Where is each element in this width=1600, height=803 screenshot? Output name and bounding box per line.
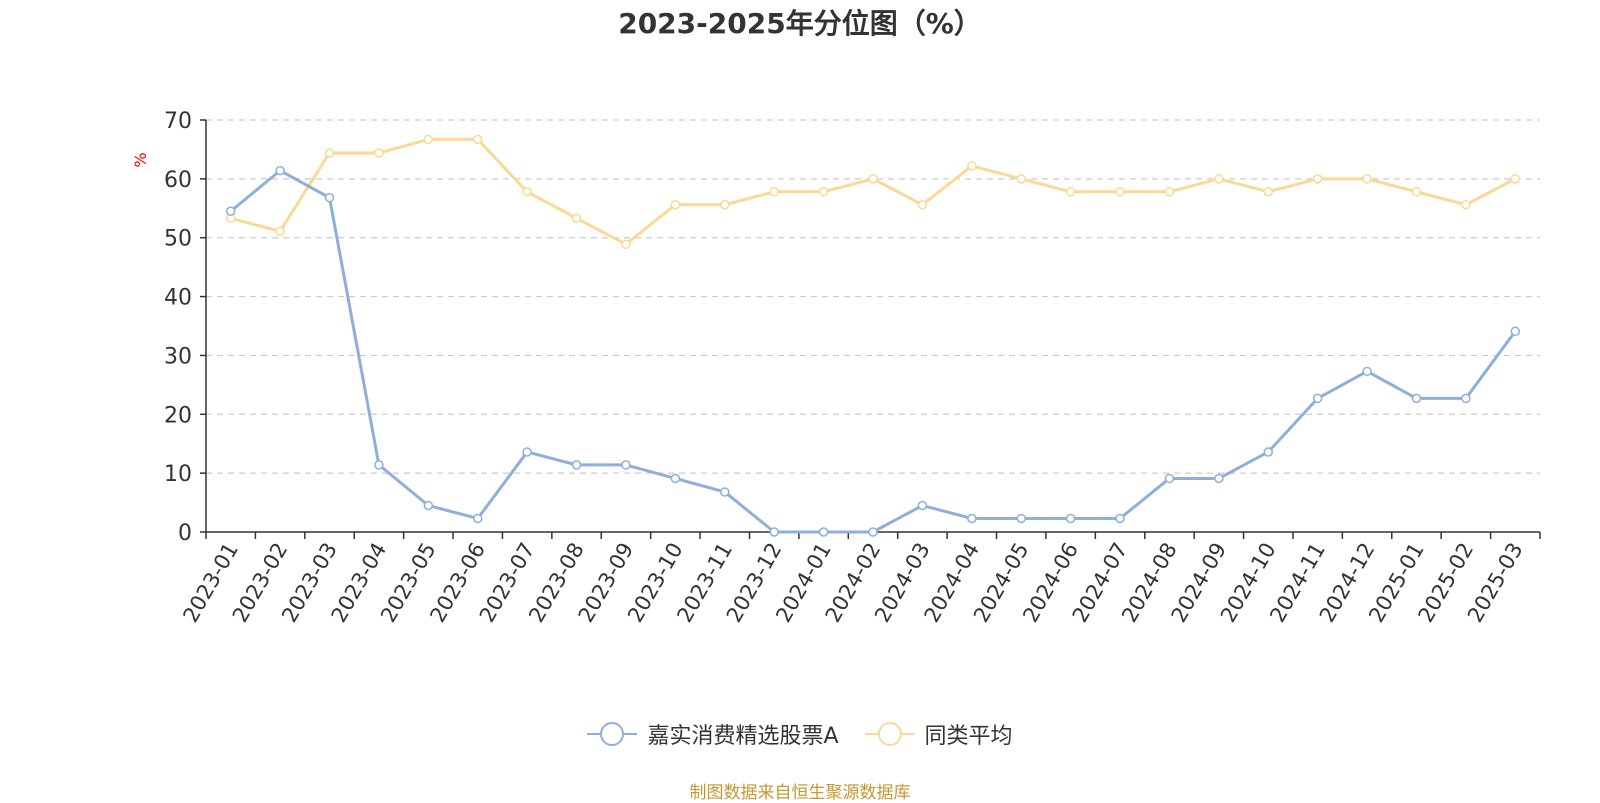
axes: 0102030405060702023-012023-022023-032023… [164,109,1541,626]
y-axis-unit-label: % [131,152,150,167]
data-point-series-1 [1214,473,1224,484]
series-line-1 [229,169,1517,534]
series-lines [225,134,1521,537]
data-point-series-2 [571,213,582,224]
data-point-series-2 [769,187,779,197]
data-point-series-2 [1065,187,1076,197]
data-point-series-1 [868,527,878,537]
data-point-series-1 [472,513,483,524]
data-point-series-1 [423,500,434,511]
data-point-series-1 [1016,513,1026,524]
data-point-series-1 [917,500,928,511]
data-point-series-1 [1411,393,1422,404]
data-point-series-1 [1263,447,1274,457]
data-point-series-2 [374,148,384,158]
data-point-series-1 [1461,393,1471,404]
data-point-series-2 [275,226,285,236]
data-point-series-2 [1263,187,1274,197]
data-point-series-1 [818,527,829,537]
data-point-series-1 [621,460,631,470]
y-tick-label: 60 [164,168,192,193]
data-point-series-2 [1214,174,1224,184]
data-point-series-1 [374,460,384,470]
data-point-series-2 [324,148,335,158]
y-tick-label: 20 [164,403,192,428]
data-point-series-2 [818,187,829,197]
y-tick-label: 10 [164,462,192,487]
legend-line-circle-icon [864,722,915,746]
data-point-series-2 [472,134,483,145]
series-line-2 [230,137,1516,246]
legend-item-series-2[interactable]: 同类平均 [864,718,1013,750]
data-point-series-1 [324,192,335,203]
data-point-series-1 [670,473,681,484]
data-point-series-1 [225,206,236,216]
data-point-series-1 [769,527,779,537]
data-point-series-1 [1115,513,1125,524]
data-point-series-2 [1312,174,1323,184]
data-point-series-1 [1164,473,1175,484]
y-tick-label: 40 [164,286,192,311]
y-tick-label: 30 [164,344,192,369]
y-tick-label: 70 [164,109,192,134]
legend: 嘉实消费精选股票A 同类平均 [0,718,1600,750]
data-point-series-1 [1510,326,1521,337]
data-point-series-1 [522,447,532,457]
data-point-series-1 [1065,513,1076,524]
data-point-series-1 [1312,393,1323,404]
data-point-series-2 [868,174,878,184]
data-point-series-2 [670,200,681,210]
data-point-series-2 [1164,187,1175,197]
legend-line-circle-icon [587,722,638,746]
legend-label-series-1: 嘉实消费精选股票A [647,724,839,749]
data-point-series-2 [967,161,977,171]
data-point-series-1 [967,513,977,524]
source-note: 制图数据来自恒生聚源数据库 [689,783,911,803]
data-point-series-2 [1461,200,1471,210]
data-point-series-1 [720,487,730,497]
data-point-series-1 [1362,366,1372,377]
data-point-series-1 [571,460,582,470]
data-point-series-1 [275,165,285,176]
y-tick-label: 0 [178,521,192,546]
data-point-series-2 [423,134,434,145]
y-tick-label: 50 [164,227,192,252]
grid-lines [206,119,1540,474]
chart-title: 2023-2025年分位图（%） [618,7,982,40]
data-point-series-2 [917,200,928,210]
data-point-series-2 [1362,174,1372,184]
data-point-series-2 [1411,187,1422,197]
data-point-series-2 [1016,174,1026,184]
data-point-series-2 [1115,187,1125,197]
legend-label-series-2: 同类平均 [924,724,1013,749]
data-point-series-2 [621,239,631,249]
data-point-series-2 [720,200,730,210]
data-point-series-2 [522,187,532,197]
legend-item-series-1[interactable]: 嘉实消费精选股票A [587,718,839,750]
data-point-series-2 [1510,174,1521,184]
